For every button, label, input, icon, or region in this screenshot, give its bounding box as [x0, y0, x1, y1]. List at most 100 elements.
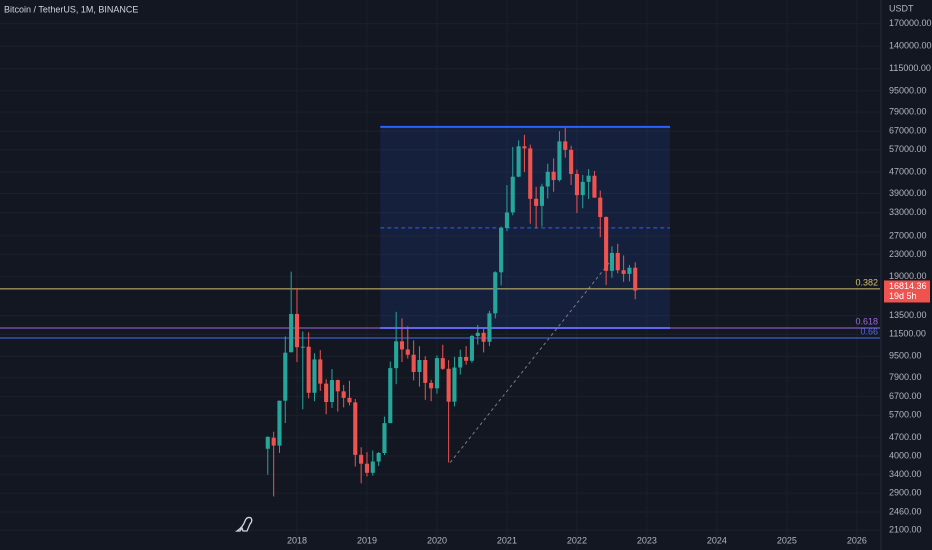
x-tick-label: 2024: [707, 535, 727, 545]
candle-body: [580, 181, 585, 196]
candle-body: [592, 175, 597, 198]
candle-body: [493, 272, 498, 314]
candle-body: [539, 186, 544, 206]
candle-body: [324, 383, 329, 403]
y-tick-label: 4000.00: [889, 450, 922, 460]
x-tick-label: 2023: [637, 535, 657, 545]
candle-body: [475, 332, 480, 336]
countdown-label: 19d 5h: [889, 291, 917, 301]
candle-body: [487, 313, 492, 342]
candle-body: [417, 360, 422, 372]
logo: [234, 516, 253, 532]
candle-body: [504, 212, 510, 228]
candle-body: [300, 346, 305, 348]
candle-body: [289, 313, 294, 353]
y-tick-label: 33000.00: [889, 207, 927, 217]
y-tick-label: 67000.00: [889, 126, 927, 136]
y-tick-label: 79000.00: [889, 107, 927, 117]
y-tick-label: 47000.00: [889, 166, 927, 176]
fib-label: 0.618: [855, 316, 878, 326]
candle-body: [528, 148, 533, 199]
fib-label: 0.382: [855, 277, 878, 287]
candle-body: [452, 367, 457, 402]
y-tick-label: 170000.00: [889, 18, 932, 28]
candles: [265, 127, 638, 497]
price-tag-label: 16814.36: [889, 281, 927, 291]
y-tick-label: 27000.00: [889, 230, 927, 240]
candle-body: [633, 267, 638, 291]
candle-body: [329, 380, 335, 403]
x-tick-label: 2018: [287, 535, 307, 545]
candle-body: [376, 453, 381, 462]
candle-body: [434, 358, 440, 389]
y-tick-label: 6700.00: [889, 391, 922, 401]
candle-body: [353, 402, 358, 455]
grid: [0, 0, 880, 550]
y-tick-label: 39000.00: [889, 188, 927, 198]
candle-body: [423, 360, 428, 383]
candle-body: [469, 335, 475, 361]
candle-body: [388, 368, 393, 424]
y-tick-label: 140000.00: [889, 41, 932, 51]
candle-body: [545, 171, 550, 187]
candle-body: [347, 397, 352, 403]
y-tick-label: 4700.00: [889, 432, 922, 442]
candle-body: [586, 175, 591, 182]
candle-body: [557, 141, 562, 181]
candle-body: [318, 359, 323, 384]
y-tick-label: 23000.00: [889, 249, 927, 259]
candle-body: [359, 454, 364, 464]
candle-body: [609, 252, 614, 271]
y-tick-label: 2900.00: [889, 487, 922, 497]
candle-body: [283, 352, 288, 401]
price-tag: [884, 280, 930, 303]
candle-body: [598, 197, 603, 218]
y-axis-label: USDT: [889, 3, 914, 13]
trend-line: [449, 261, 611, 463]
candle-body: [615, 252, 620, 271]
candle-body: [458, 356, 463, 368]
candle-body: [405, 349, 410, 355]
x-tick-label: 2020: [427, 535, 447, 545]
candle-body: [382, 423, 387, 454]
candle-body: [429, 382, 434, 389]
candle-body: [277, 400, 282, 446]
x-tick-label: 2022: [567, 535, 587, 545]
candle-body: [464, 356, 469, 361]
candle-body: [364, 463, 370, 473]
y-tick-label: 57000.00: [889, 144, 927, 154]
x-tick-label: 2021: [497, 535, 517, 545]
candle-body: [440, 358, 445, 369]
y-tick-label: 9500.00: [889, 351, 922, 361]
candle-body: [265, 436, 270, 449]
candle-body: [574, 173, 579, 196]
x-tick-label: 2026: [847, 535, 867, 545]
candle-body: [446, 368, 451, 402]
y-tick-label: 3400.00: [889, 469, 922, 479]
candle-body: [569, 149, 574, 174]
y-tick-label: 13500.00: [889, 310, 927, 320]
candle-body: [399, 341, 405, 350]
candle-body: [551, 171, 556, 181]
candle-body: [370, 461, 375, 473]
x-tick-label: 2019: [357, 535, 377, 545]
y-tick-label: 19000.00: [889, 271, 927, 281]
candle-body: [534, 198, 539, 206]
axes: 170000.00 140000.00 115000.00 95000.00 79000…: [287, 0, 932, 550]
y-tick-label: 115000.00: [889, 63, 931, 73]
y-tick-label: 7900.00: [889, 372, 922, 382]
x-tick-label: 2025: [777, 535, 797, 545]
y-tick-label: 95000.00: [889, 85, 927, 95]
y-tick-label: 11500.00: [889, 329, 926, 339]
fib-label: 0.66: [860, 326, 878, 336]
candle-body: [510, 176, 515, 213]
y-tick-label: 2100.00: [889, 525, 922, 535]
candle-body: [627, 267, 632, 274]
candle-body: [411, 354, 416, 372]
candle-body: [312, 359, 317, 393]
candle-body: [604, 217, 609, 271]
